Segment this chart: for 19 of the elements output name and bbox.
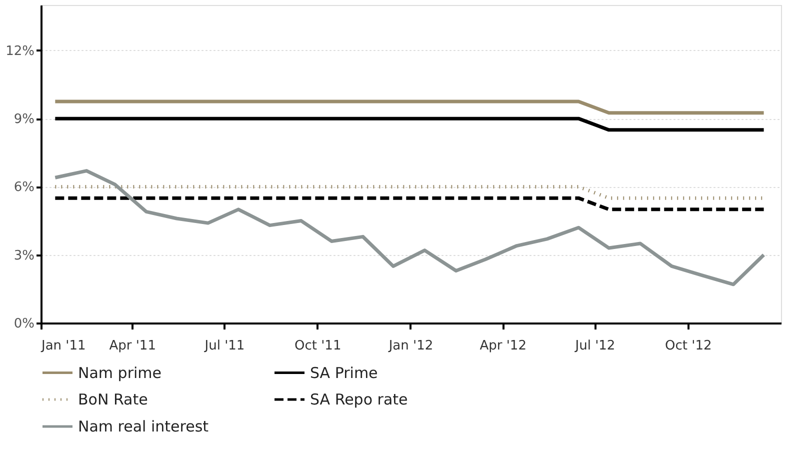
y-tick-label: 3% (14, 248, 34, 264)
y-tick-label: 12% (6, 44, 34, 59)
legend-label: Nam prime (78, 364, 162, 382)
legend-label: Nam real interest (78, 418, 209, 436)
y-tick-label: 6% (14, 180, 34, 196)
legend-label: BoN Rate (78, 390, 148, 408)
line-series (53, 169, 766, 286)
x-tick-label: Apr '12 (480, 338, 526, 354)
x-tick-label: Jul '12 (574, 338, 616, 354)
legend-label: SA Repo rate (310, 390, 408, 408)
x-tick-label: Jan '12 (388, 338, 434, 354)
x-tick-label: Oct '11 (294, 338, 342, 354)
x-tick-label: Oct '12 (665, 338, 712, 354)
y-tick-label: 0% (14, 316, 34, 332)
y-tick-label: 9% (14, 112, 34, 128)
x-tick-label: Jul '11 (204, 338, 245, 354)
x-tick-label: Jan '11 (40, 338, 86, 354)
x-tick-label: Apr '11 (109, 338, 156, 354)
legend-label: SA Prime (310, 364, 378, 382)
